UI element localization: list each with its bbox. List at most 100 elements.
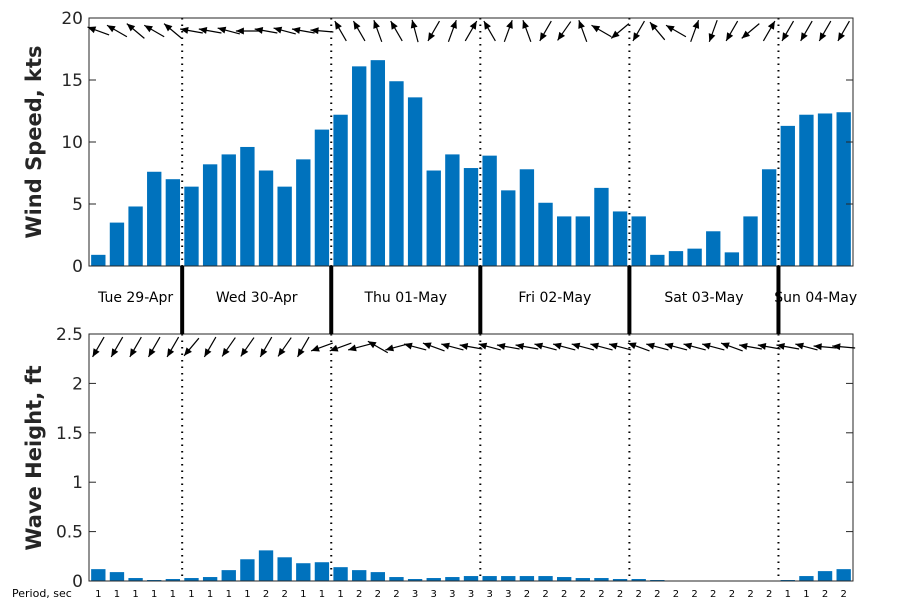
direction-arrowhead (837, 32, 845, 41)
bar (575, 216, 590, 266)
direction-arrowhead (217, 26, 227, 34)
bar (333, 567, 348, 581)
plot-layer: 0 5 10 15 20 0 0.5 1 1.5 2 2.5 1 1 1 1 1 1 1 1 1 2 2 1 1 1 2 2 2 3 3 3… (56, 9, 857, 600)
bar (352, 570, 367, 581)
direction-arrowhead (422, 342, 432, 350)
bar (296, 563, 311, 581)
bar (407, 579, 423, 581)
direction-arrowhead (167, 348, 175, 357)
direction-arrowhead (310, 27, 319, 35)
direction-arrowhead (795, 342, 804, 350)
bar (557, 216, 572, 266)
bar (165, 179, 181, 266)
period-label: 1 (132, 589, 138, 600)
y-tick-label: 0.5 (56, 523, 83, 543)
direction-arrowhead (311, 344, 320, 352)
direction-arrowhead (478, 342, 488, 350)
direction-arrowhead (813, 343, 822, 351)
direction-arrowhead (483, 21, 491, 30)
direction-arrowhead (522, 20, 529, 29)
day-label: Thu 01-May (363, 290, 447, 306)
period-label: 3 (505, 589, 511, 600)
direction-arrowhead (782, 32, 790, 41)
bar (202, 164, 218, 266)
bar (221, 570, 236, 581)
bar (631, 216, 646, 266)
bar (706, 231, 721, 266)
direction-arrowhead (180, 26, 189, 34)
bar (147, 171, 162, 266)
bar (501, 576, 516, 581)
period-label: 2 (766, 589, 772, 600)
bar (240, 146, 255, 266)
bar (612, 211, 628, 266)
direction-arrowhead (291, 26, 301, 34)
direction-arrowhead (260, 348, 268, 357)
bar (538, 202, 553, 266)
direction-arrowhead (148, 348, 156, 357)
direction-arrowhead (767, 21, 775, 30)
period-label: 1 (170, 589, 176, 600)
y-tick-label: 15 (61, 71, 83, 91)
direction-arrowhead (632, 32, 640, 41)
bar (389, 81, 404, 267)
period-title: Period, sec (12, 587, 72, 600)
bar (631, 579, 646, 581)
direction-arrowhead (664, 342, 674, 350)
period-label: 1 (803, 589, 809, 600)
bar (780, 125, 795, 266)
bar (463, 576, 479, 581)
direction-arrowhead (590, 342, 599, 350)
direction-arrowhead (129, 348, 137, 357)
direction-arrowhead (539, 32, 547, 41)
bar (557, 577, 572, 581)
direction-arrowhead (800, 32, 808, 41)
bar (91, 254, 106, 266)
period-label: 2 (822, 589, 828, 600)
direction-arrowhead (591, 25, 601, 33)
bar (799, 576, 814, 581)
bar (724, 252, 740, 266)
bar (482, 155, 497, 266)
period-label: 1 (300, 589, 306, 600)
period-label: 1 (244, 589, 250, 600)
period-label: 3 (431, 589, 437, 600)
y-tick-label: 1.5 (56, 424, 83, 444)
direction-arrowhead (334, 21, 342, 30)
direction-arrowhead (198, 26, 208, 34)
bar (445, 577, 460, 581)
period-label: 2 (356, 589, 362, 600)
bar (370, 572, 386, 581)
period-label: 2 (710, 589, 716, 600)
direction-arrowhead (297, 348, 305, 357)
period-label: 1 (319, 589, 325, 600)
direction-arrowhead (571, 342, 581, 350)
bar (314, 129, 330, 266)
period-label: 1 (785, 589, 791, 600)
bar (426, 170, 441, 266)
direction-arrowhead (348, 344, 357, 352)
y-tick-label: 20 (61, 9, 83, 29)
direction-arrowhead (427, 32, 436, 41)
direction-arrowhead (278, 347, 286, 357)
period-label: 3 (412, 589, 418, 600)
direction-arrowhead (254, 26, 264, 34)
bar (184, 578, 199, 581)
direction-arrowhead (273, 26, 283, 34)
bar (519, 169, 535, 266)
direction-arrowhead (367, 341, 377, 349)
direction-arrowhead (611, 30, 620, 39)
direction-arrowhead (184, 347, 192, 356)
direction-arrowhead (235, 27, 244, 35)
direction-arrowhead (534, 342, 544, 350)
bar (407, 97, 423, 266)
period-label: 2 (729, 589, 735, 600)
period-label: 2 (542, 589, 548, 600)
direction-arrowhead (329, 344, 339, 352)
y-tick-label: 10 (61, 133, 83, 153)
direction-arrowhead (726, 32, 734, 41)
direction-arrowhead (627, 342, 637, 350)
direction-arrowhead (390, 21, 398, 30)
direction-arrowhead (469, 21, 477, 30)
